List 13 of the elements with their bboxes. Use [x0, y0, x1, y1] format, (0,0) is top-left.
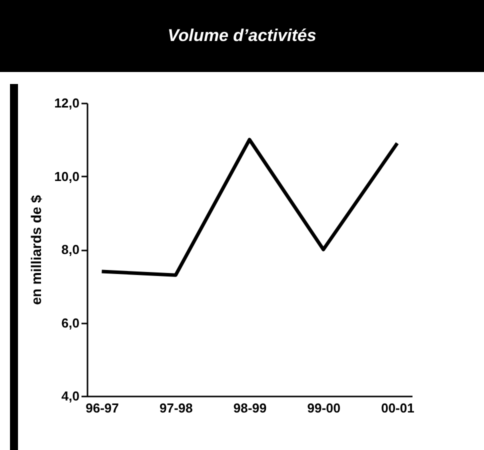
chart-title: Volume d’activités: [0, 0, 484, 72]
y-tick-label: 12,0: [54, 96, 80, 110]
y-tick-label: 8,0: [61, 242, 80, 257]
x-tick-label: 96-97: [86, 400, 119, 416]
y-tick-label: 10,0: [54, 168, 80, 184]
y-tick-label: 6,0: [61, 315, 80, 330]
line-series: [100, 138, 399, 277]
x-tick-label: 00-01: [381, 400, 414, 416]
x-tick-label: 99-00: [307, 400, 340, 416]
y-tick-label: 4,0: [61, 388, 80, 404]
y-axis-title: en milliards de $: [28, 194, 44, 305]
x-tick-label: 98-99: [233, 400, 267, 416]
x-tick-label: 97-98: [160, 400, 193, 416]
